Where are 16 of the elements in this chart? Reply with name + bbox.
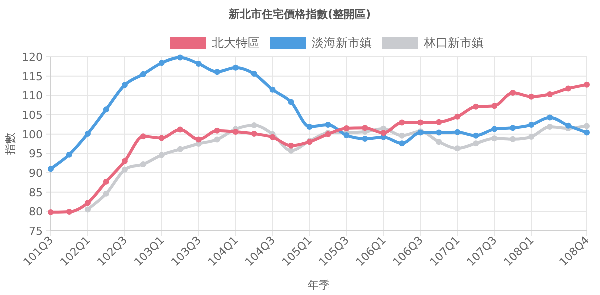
- y-tick-label: 110: [22, 90, 43, 103]
- y-tick-label: 90: [29, 167, 43, 180]
- legend-label: 北大特區: [212, 36, 260, 50]
- legend-label: 林口新市鎮: [423, 36, 484, 50]
- y-tick-label: 85: [29, 186, 43, 200]
- y-tick-label: 100: [22, 128, 43, 142]
- y-tick-label: 115: [22, 70, 43, 84]
- y-tick-label: 120: [22, 51, 43, 64]
- y-axis-title: 指數: [4, 133, 17, 156]
- x-axis-title: 年季: [308, 279, 330, 292]
- y-tick-label: 95: [29, 148, 43, 161]
- y-tick-label: 80: [29, 206, 43, 219]
- y-tick-label: 105: [22, 109, 43, 122]
- chart-title: 新北市住宅價格指數(整開區): [228, 8, 372, 21]
- legend-label: 淡海新市鎮: [312, 36, 372, 50]
- y-tick-label: 75: [29, 225, 43, 238]
